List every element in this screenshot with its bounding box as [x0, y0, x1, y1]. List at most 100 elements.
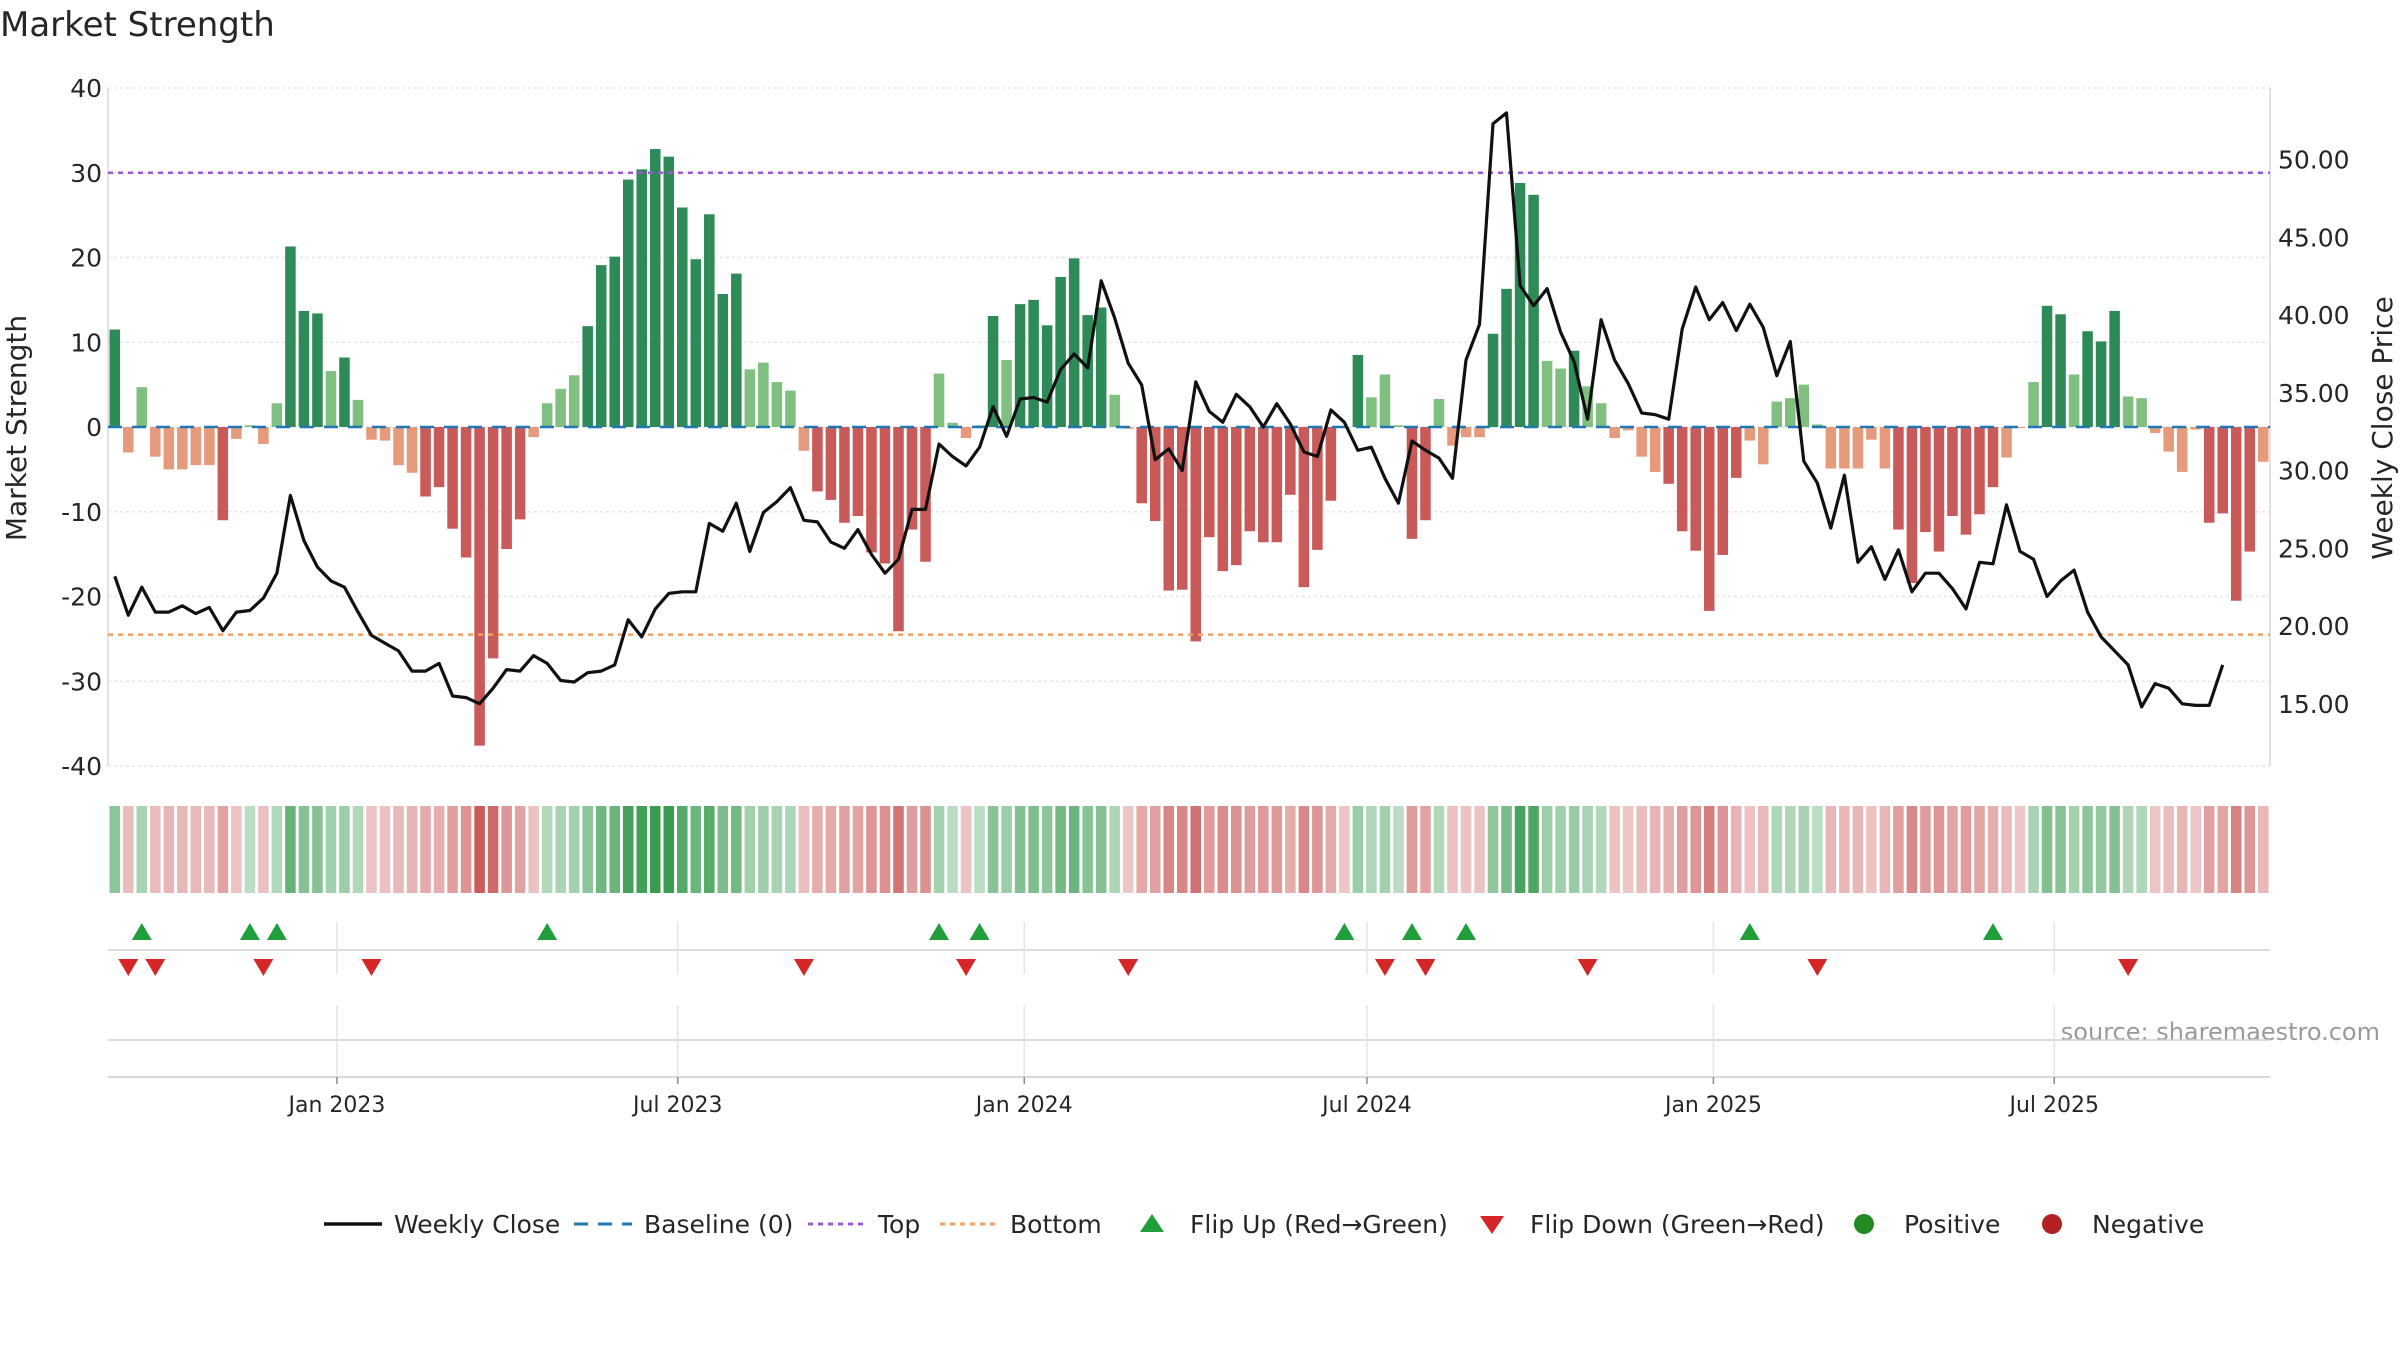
strength-bar — [1798, 384, 1810, 427]
strength-bar — [1001, 360, 1012, 427]
heat-cell — [1555, 806, 1566, 893]
strength-bar — [1609, 427, 1620, 439]
strength-bar — [1839, 427, 1850, 469]
strength-bar — [285, 246, 296, 427]
strength-bar — [649, 149, 661, 427]
strength-bar — [1163, 427, 1175, 591]
heat-cell — [2095, 806, 2107, 893]
strength-bar — [1582, 386, 1593, 427]
strength-bar — [1203, 427, 1215, 538]
strength-bar — [1379, 374, 1391, 427]
strength-bar — [163, 427, 175, 470]
heat-cell — [933, 806, 945, 893]
heat-cell — [1933, 806, 1945, 893]
flip-up-marker — [266, 923, 287, 940]
strength-bar — [2230, 427, 2242, 601]
y-tick-label: -40 — [61, 752, 102, 781]
strength-bar — [379, 427, 391, 441]
source-note: source: sharemaestro.com — [2061, 1018, 2380, 1046]
heat-cell — [2122, 806, 2134, 893]
heat-cell — [1663, 806, 1674, 893]
heat-cell — [393, 806, 404, 893]
heat-cell — [204, 806, 215, 893]
y-axis-label-right: Weekly Close Price — [2366, 296, 2399, 559]
heat-cell — [541, 806, 553, 893]
heat-cell — [1433, 806, 1445, 893]
heat-cell — [406, 806, 418, 893]
strength-bar — [2068, 374, 2080, 427]
strength-bar — [1744, 427, 1756, 441]
heat-cell — [1474, 806, 1485, 893]
strength-bar — [177, 427, 188, 470]
heat-cell — [2163, 806, 2174, 893]
strength-bar — [420, 427, 431, 497]
heat-cell — [582, 806, 593, 893]
heat-cell — [501, 806, 512, 893]
flip-down-marker — [1415, 959, 1436, 976]
strength-bar — [1555, 368, 1566, 427]
heat-cell — [1676, 806, 1688, 893]
strength-bar — [636, 169, 648, 428]
heat-cell — [1068, 806, 1080, 893]
strength-bar — [474, 427, 485, 746]
strength-bar — [231, 427, 242, 439]
heat-cell — [190, 806, 202, 893]
heat-cell — [244, 806, 256, 893]
strength-bar — [1771, 401, 1783, 427]
strength-bar — [947, 422, 958, 427]
heat-cell — [1622, 806, 1634, 893]
strength-bar — [582, 326, 593, 427]
strength-bar — [325, 371, 337, 427]
strength-bar — [1703, 427, 1715, 611]
y-tick-label-right: 30.00 — [2278, 457, 2350, 486]
strength-bar — [2257, 427, 2269, 462]
strength-bar — [852, 427, 864, 516]
heat-cell — [1812, 806, 1823, 893]
heat-cell — [1501, 806, 1512, 893]
flip-down-marker — [1807, 959, 1828, 976]
x-tick-label: Jan 2024 — [974, 1093, 1073, 1118]
heat-cell — [1609, 806, 1620, 893]
heat-cell — [1149, 806, 1161, 893]
strength-bar — [1622, 427, 1634, 431]
heat-cell — [1487, 806, 1499, 893]
x-tick-label: Jan 2023 — [286, 1093, 385, 1118]
strength-bar — [1095, 307, 1107, 427]
heat-cell — [1960, 806, 1972, 893]
heat-cell — [312, 806, 323, 893]
heat-cell — [1312, 806, 1323, 893]
heat-cell — [298, 806, 310, 893]
heat-cell — [893, 806, 904, 893]
heat-cell — [1839, 806, 1850, 893]
heat-cell — [1217, 806, 1229, 893]
heat-cell — [1136, 806, 1147, 893]
heat-cell — [1109, 806, 1120, 893]
heat-cell — [1203, 806, 1215, 893]
heat-cell — [1920, 806, 1931, 893]
strength-bar — [960, 427, 972, 439]
flip-down-marker — [1577, 959, 1598, 976]
flip-down-marker — [145, 959, 166, 976]
strength-bar — [1271, 427, 1283, 543]
flip-down-marker — [253, 959, 274, 976]
heat-cell — [433, 806, 445, 893]
flip-down-marker — [2118, 959, 2139, 976]
strength-bar — [2001, 427, 2012, 458]
heat-cell — [812, 806, 823, 893]
strength-bar — [1866, 427, 1877, 440]
strength-bar — [555, 388, 566, 427]
strength-bar — [2122, 396, 2134, 427]
heat-cell — [1460, 806, 1472, 893]
y-tick-label: 0 — [86, 413, 102, 442]
heat-cell — [528, 806, 539, 893]
strength-bar — [1785, 398, 1796, 427]
legend-swatch-negative — [2042, 1214, 2062, 1234]
strength-bar — [906, 427, 918, 530]
y-tick-label: 20 — [70, 244, 102, 273]
heat-cell — [987, 806, 999, 893]
y-tick-label: -30 — [61, 667, 102, 696]
strength-bar — [1717, 427, 1729, 555]
heat-cell — [460, 806, 472, 893]
flip-up-marker — [1334, 923, 1355, 940]
heat-cell — [379, 806, 391, 893]
